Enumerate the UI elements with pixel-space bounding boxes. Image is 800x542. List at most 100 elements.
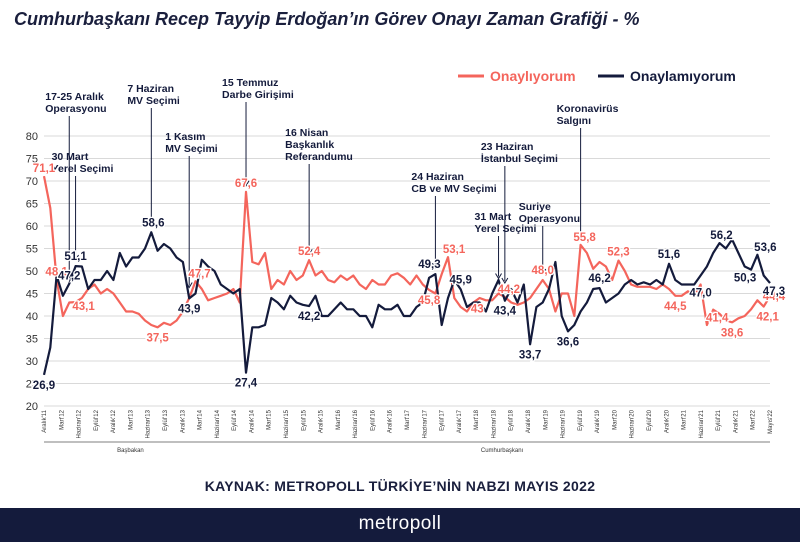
annotation-label: Suriye — [519, 201, 551, 213]
x-tick-label: Eylül'12 — [94, 409, 100, 430]
y-tick-label: 60 — [26, 221, 38, 233]
x-tick-label: Eylül'15 — [301, 409, 307, 430]
y-tick-label: 65 — [26, 199, 38, 211]
data-label: 47,7 — [188, 268, 210, 280]
x-tick-label: Aralık'18 — [526, 409, 532, 433]
x-tick-label: Haziran'14 — [215, 409, 221, 438]
brand-logo: metropoll — [358, 513, 442, 534]
x-tick-label: Aralık'20 — [664, 409, 670, 433]
annotation-arrowhead — [577, 233, 585, 240]
annotation-arrowhead — [539, 268, 547, 275]
data-label: 52,3 — [607, 247, 629, 259]
data-label: 67,6 — [235, 178, 257, 190]
data-label: 43,9 — [178, 303, 200, 315]
data-label: 41,4 — [706, 313, 729, 325]
x-tick-label: Haziran'18 — [491, 409, 497, 438]
data-label: 36,6 — [557, 336, 579, 348]
x-tick-label: Haziran'13 — [146, 409, 152, 438]
x-tick-label: Aralık'11 — [42, 409, 48, 432]
legend-label: Onaylamıyorum — [630, 68, 736, 84]
data-label: 45,9 — [449, 274, 471, 286]
annotation-arrowhead — [65, 272, 73, 279]
data-label: 45,8 — [418, 295, 441, 307]
x-tick-label: Mart'12 — [59, 409, 65, 429]
y-tick-label: 35 — [26, 334, 38, 346]
data-label: 48,1 — [45, 267, 68, 279]
x-tick-label: Mart'15 — [267, 409, 273, 429]
x-tick-label: Haziran'19 — [561, 409, 567, 438]
x-tick-label: Mart'17 — [405, 409, 411, 429]
data-label: 46,2 — [588, 273, 610, 285]
annotation-arrowhead — [242, 180, 250, 187]
x-tick-label: Haziran'12 — [77, 409, 83, 438]
annotation-label: Darbe Girişimi — [222, 89, 294, 101]
data-label: 55,8 — [573, 232, 596, 244]
data-label: 48,0 — [532, 265, 554, 277]
annotation-label: 24 Haziran — [411, 171, 464, 183]
disapprove-series-line — [42, 231, 771, 376]
data-label: 37,5 — [146, 332, 169, 344]
annotation-arrowhead — [495, 273, 502, 280]
data-label: 42,2 — [298, 311, 320, 323]
y-tick-label: 20 — [26, 401, 38, 413]
data-label: 53,6 — [754, 242, 776, 254]
x-tick-label: Eylül'16 — [370, 409, 376, 430]
grid-lines — [44, 135, 770, 407]
x-tick-label: Mart'19 — [543, 409, 549, 429]
y-tick-label: 55 — [26, 244, 38, 256]
annotation-arrowhead — [431, 262, 439, 270]
data-label: 49,3 — [418, 259, 440, 271]
data-label: 56,2 — [710, 230, 732, 242]
data-label: 47,2 — [58, 271, 80, 283]
annotation-label: 15 Temmuz — [222, 77, 278, 89]
annotation-label: Koronavirüs — [557, 103, 619, 115]
data-label: 43,1 — [72, 301, 95, 313]
x-tick-label: Aralık'16 — [388, 409, 394, 433]
y-tick-label: 75 — [26, 154, 38, 166]
data-label: 26,9 — [33, 380, 55, 392]
data-label: 58,6 — [142, 217, 164, 229]
x-tick-label: Mayıs'22 — [768, 409, 774, 433]
point-labels: 71,1 48,1 43,1 37,5 47,7 67,6 52,4 45,8 53,1 43 44… — [32, 162, 787, 393]
y-tick-label: 50 — [26, 266, 38, 278]
x-tick-label: Eylül'14 — [232, 409, 238, 430]
annotation-label: Operasyonu — [519, 213, 580, 225]
x-tick-label: Mart'16 — [336, 409, 342, 429]
data-label: 27,4 — [235, 378, 258, 390]
x-tick-label: Mart'13 — [128, 409, 134, 429]
footer-bar: metropoll — [0, 508, 800, 542]
annotation-label: 16 Nisan — [285, 127, 328, 139]
data-label: 51,6 — [658, 249, 680, 261]
x-tick-label: Aralık'13 — [180, 409, 186, 433]
data-label: 43,4 — [494, 306, 517, 318]
data-label: 38,6 — [721, 327, 743, 339]
data-label: 53,1 — [443, 244, 466, 256]
x-tick-label: Eylül'20 — [647, 409, 653, 430]
x-tick-label: Eylül'19 — [578, 409, 584, 430]
data-label: 43 — [471, 304, 484, 316]
data-label: 44,5 — [664, 301, 687, 313]
x-tick-label: Mart'18 — [474, 409, 480, 429]
annotation-arrowhead — [72, 254, 79, 262]
annotation-label: İstanbul Seçimi — [481, 152, 558, 165]
data-label: 44,2 — [498, 284, 520, 296]
x-tick-label: Haziran'20 — [630, 409, 636, 438]
legend-label: Onaylıyorum — [490, 68, 576, 84]
x-group-label: Başbakan — [117, 448, 144, 454]
annotation-arrowhead — [305, 248, 313, 256]
x-tick-label: Aralık'21 — [733, 409, 739, 433]
x-tick-label: Mart'14 — [198, 409, 204, 429]
data-label: 42,1 — [756, 312, 779, 324]
annotation-label: 23 Haziran — [481, 141, 534, 153]
x-tick-label: Eylül'13 — [163, 409, 169, 430]
chart-title: Cumhurbaşkanı Recep Tayyip Erdoğan’ın Gö… — [14, 9, 640, 29]
x-tick-label: Haziran'16 — [353, 409, 359, 438]
approve-series-line — [42, 175, 771, 329]
annotation-label: 7 Haziran — [127, 83, 174, 95]
annotation-label: 1 Kasım — [165, 131, 205, 143]
x-axis: Aralık'11 Mart'12 Haziran'12 Eylül'12 Aralık… — [42, 409, 774, 454]
annotation-label: CB ve MV Seçimi — [411, 183, 496, 195]
x-tick-label: Aralık'14 — [249, 409, 255, 433]
annotation-label: Referandumu — [285, 151, 353, 163]
